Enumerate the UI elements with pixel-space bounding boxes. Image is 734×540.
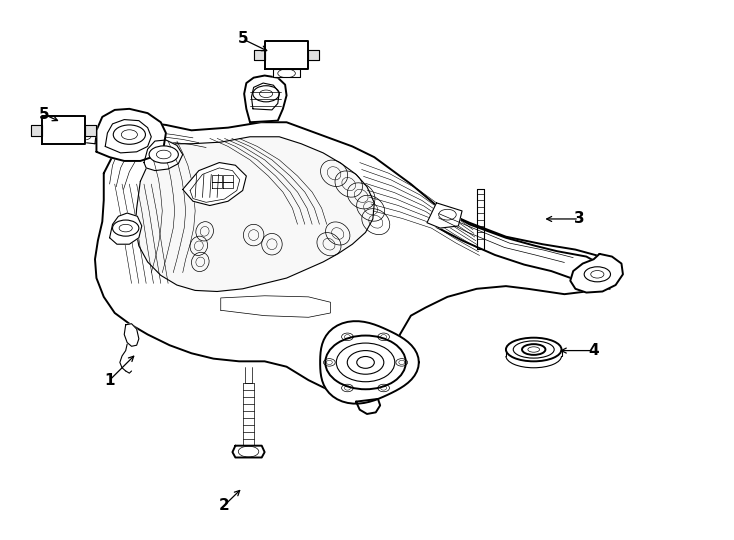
Polygon shape	[96, 109, 166, 161]
Polygon shape	[183, 163, 247, 206]
Polygon shape	[135, 137, 374, 292]
Ellipse shape	[506, 338, 562, 361]
Polygon shape	[266, 41, 308, 69]
Polygon shape	[43, 116, 84, 144]
Text: 2: 2	[219, 498, 230, 513]
Polygon shape	[427, 203, 462, 228]
Polygon shape	[244, 76, 286, 122]
Polygon shape	[95, 122, 608, 399]
Polygon shape	[32, 125, 43, 136]
Polygon shape	[144, 140, 183, 171]
Polygon shape	[308, 50, 319, 60]
Polygon shape	[255, 50, 266, 60]
Polygon shape	[109, 213, 142, 244]
Text: 4: 4	[589, 343, 599, 358]
Ellipse shape	[584, 267, 611, 282]
Polygon shape	[75, 127, 96, 144]
Ellipse shape	[113, 125, 145, 144]
Polygon shape	[233, 446, 265, 457]
Polygon shape	[124, 323, 139, 346]
Polygon shape	[570, 254, 623, 293]
Text: 1: 1	[104, 373, 115, 388]
Polygon shape	[320, 321, 419, 403]
Polygon shape	[356, 399, 380, 414]
Polygon shape	[273, 69, 299, 77]
Text: 5: 5	[38, 107, 49, 122]
Text: 5: 5	[237, 31, 248, 46]
Text: 3: 3	[574, 212, 584, 226]
Polygon shape	[84, 125, 95, 136]
Ellipse shape	[149, 146, 178, 163]
